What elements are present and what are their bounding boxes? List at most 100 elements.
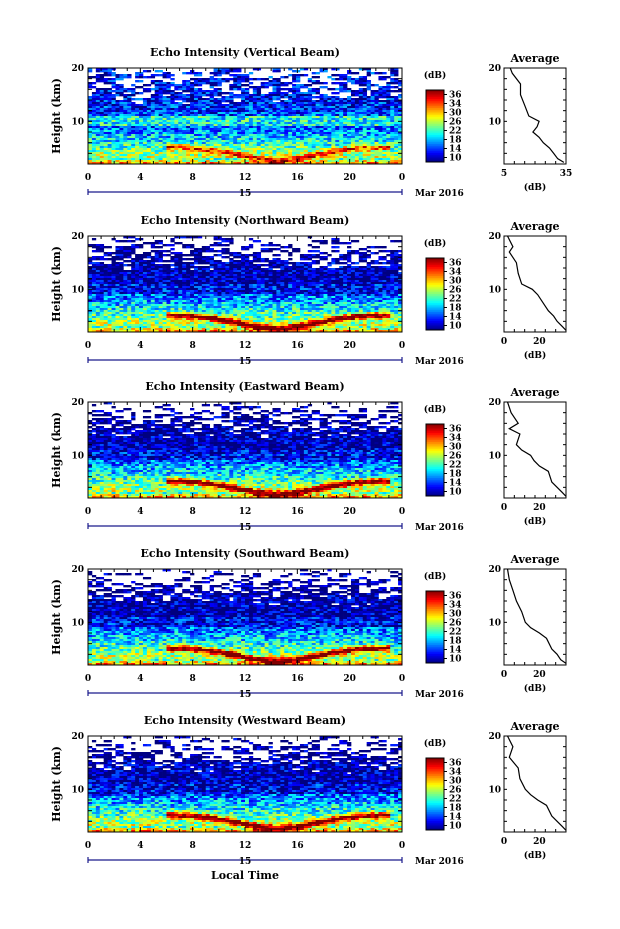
heatmap-cell — [112, 156, 116, 158]
heatmap-cell — [375, 158, 379, 160]
heatmap-cell — [186, 72, 190, 74]
heatmap-cell — [292, 264, 296, 266]
heatmap-cell — [390, 70, 394, 72]
heatmap-cell — [178, 94, 182, 96]
heatmap-cell — [292, 86, 296, 88]
heatmap-cell — [186, 154, 190, 156]
heatmap-cell — [131, 148, 135, 150]
heatmap-cell — [143, 76, 147, 78]
heatmap-cell — [272, 140, 276, 142]
heatmap-cell — [363, 92, 367, 94]
heatmap-cell — [288, 268, 292, 270]
heatmap-cell — [390, 274, 394, 276]
heatmap-cell — [245, 280, 249, 282]
heatmap-cell — [339, 122, 343, 124]
heatmap-cell — [159, 246, 163, 248]
heatmap-cell — [272, 132, 276, 134]
heatmap-cell — [229, 288, 233, 290]
heatmap-cell — [371, 158, 375, 160]
heatmap-cell — [265, 118, 269, 120]
heatmap-cell — [139, 156, 143, 158]
heatmap-cell — [241, 248, 245, 250]
heatmap-cell — [245, 268, 249, 270]
heatmap-cell — [288, 112, 292, 114]
heatmap-cell — [202, 268, 206, 270]
heatmap-cell — [331, 240, 335, 242]
heatmap-cell — [131, 124, 135, 126]
heatmap-cell — [170, 280, 174, 282]
heatmap-cell — [88, 282, 92, 284]
heatmap-cell — [363, 248, 367, 250]
heatmap-cell — [245, 78, 249, 80]
heatmap-cell — [174, 136, 178, 138]
heatmap-cell — [320, 148, 324, 150]
heatmap-cell — [198, 90, 202, 92]
heatmap-cell — [359, 258, 363, 260]
heatmap-cell — [237, 266, 241, 268]
heatmap-cell — [198, 272, 202, 274]
heatmap-cell — [127, 282, 131, 284]
heatmap-cell — [355, 114, 359, 116]
heatmap-cell — [276, 286, 280, 288]
heatmap-cell — [304, 120, 308, 122]
heatmap-cell — [131, 130, 135, 132]
heatmap-cell — [139, 116, 143, 118]
heatmap-cell — [331, 288, 335, 290]
heatmap-cell — [123, 126, 127, 128]
heatmap-cell — [249, 246, 253, 248]
heatmap-cell — [320, 242, 324, 244]
heatmap-cell — [241, 122, 245, 124]
heatmap-cell — [167, 102, 171, 104]
heatmap-cell — [269, 124, 273, 126]
heatmap-cell — [119, 258, 123, 260]
heatmap-cell — [261, 250, 265, 252]
heatmap-cell — [335, 116, 339, 118]
heatmap-cell — [272, 136, 276, 138]
heatmap-cell — [135, 120, 139, 122]
heatmap-cell — [312, 274, 316, 276]
heatmap-cell — [327, 112, 331, 114]
heatmap-cell — [119, 246, 123, 248]
heatmap-cell — [225, 120, 229, 122]
heatmap-cell — [190, 84, 194, 86]
heatmap-cell — [265, 114, 269, 116]
heatmap-cell — [233, 104, 237, 106]
heatmap-cell — [167, 146, 171, 148]
heatmap-cell — [135, 282, 139, 284]
heatmap-cell — [170, 100, 174, 102]
heatmap-cell — [367, 80, 371, 82]
heatmap-cell — [100, 100, 104, 102]
heatmap-cell — [343, 266, 347, 268]
heatmap-cell — [371, 84, 375, 86]
heatmap-cell — [174, 116, 178, 118]
heatmap-cell — [261, 142, 265, 144]
heatmap-cell — [351, 270, 355, 272]
heatmap-cell — [272, 128, 276, 130]
heatmap-cell — [324, 286, 328, 288]
heatmap-cell — [123, 100, 127, 102]
heatmap-cell — [304, 124, 308, 126]
heatmap-cell — [257, 136, 261, 138]
heatmap-cell — [300, 272, 304, 274]
heatmap-cell — [304, 148, 308, 150]
heatmap-cell — [261, 276, 265, 278]
heatmap-cell — [265, 268, 269, 270]
heatmap-cell — [272, 134, 276, 136]
heatmap-cell — [394, 276, 398, 278]
heatmap-cell — [206, 246, 210, 248]
heatmap-cell — [316, 240, 320, 242]
heatmap-cell — [178, 274, 182, 276]
heatmap-cell — [261, 104, 265, 106]
heatmap-cell — [386, 124, 390, 126]
heatmap-cell — [104, 278, 108, 280]
heatmap-cell — [351, 94, 355, 96]
heatmap-cell — [206, 120, 210, 122]
heatmap-cell — [390, 110, 394, 112]
heatmap-cell — [331, 124, 335, 126]
heatmap-cell — [245, 152, 249, 154]
heatmap-cell — [221, 138, 225, 140]
heatmap-cell — [296, 280, 300, 282]
heatmap-cell — [335, 136, 339, 138]
heatmap-cell — [139, 160, 143, 162]
heatmap-cell — [135, 280, 139, 282]
